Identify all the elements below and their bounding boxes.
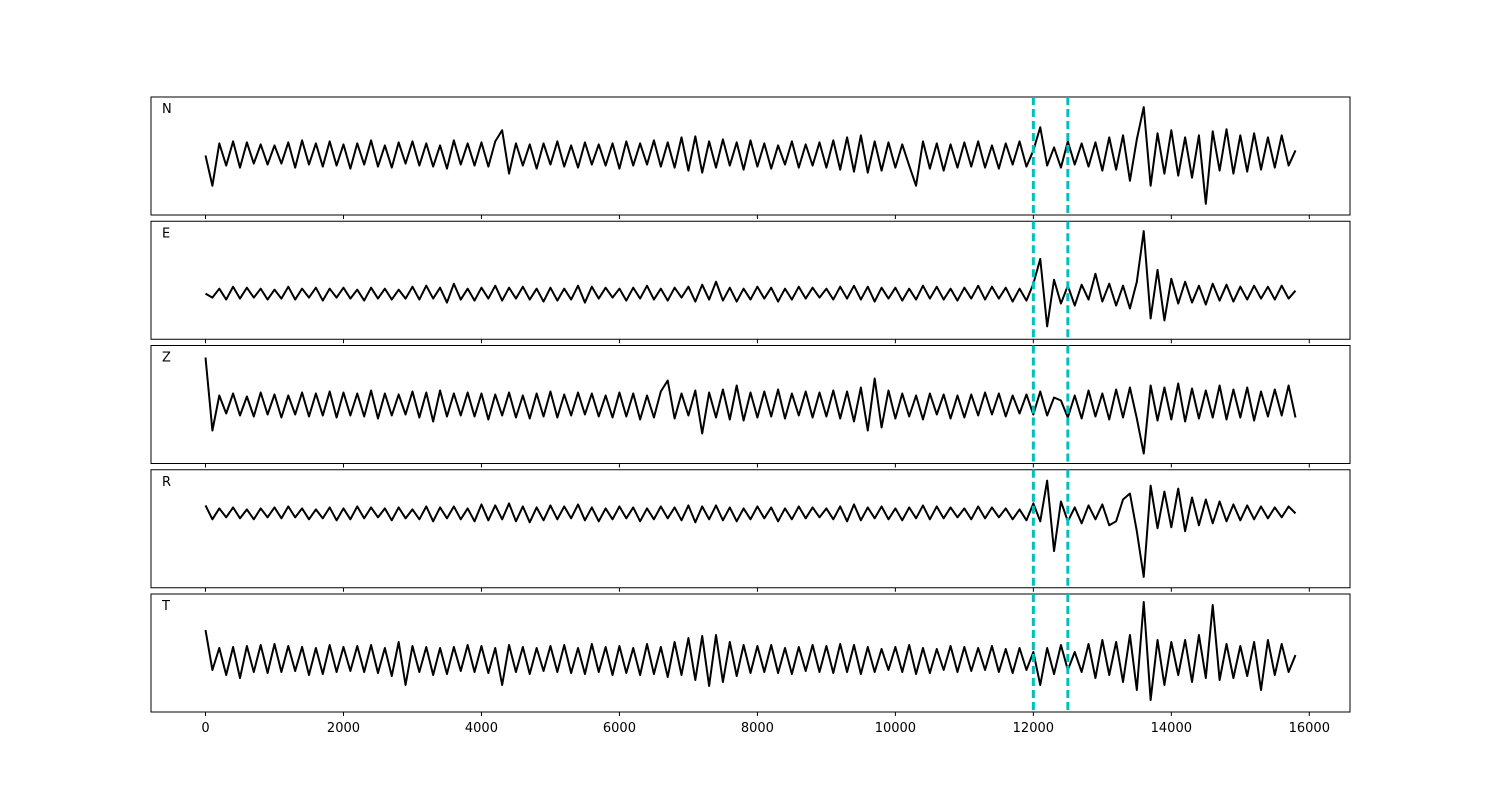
x-tick-label: 14000 — [1151, 721, 1192, 736]
panel-frame — [150, 593, 1351, 713]
x-tick-label: 6000 — [603, 721, 636, 736]
x-tick-label: 12000 — [1013, 721, 1054, 736]
x-tick-label: 4000 — [465, 721, 498, 736]
x-tick-label: 8000 — [741, 721, 774, 736]
panel-label: T — [161, 599, 170, 614]
trace — [204, 601, 1297, 701]
trace — [205, 230, 1297, 328]
x-tick-label: 16000 — [1289, 721, 1330, 736]
x-tick-label: 10000 — [875, 721, 916, 736]
trace — [204, 357, 1297, 455]
trace — [204, 106, 1297, 205]
panel-label: R — [162, 475, 171, 490]
panel-frame — [150, 96, 1351, 216]
x-tick-label: 2000 — [327, 721, 360, 736]
panel-label: Z — [162, 351, 171, 366]
x-tick-label: 0 — [201, 721, 209, 736]
panel-label: E — [162, 226, 170, 241]
panel-label: N — [162, 102, 172, 117]
panel-frame — [150, 469, 1351, 589]
panel-frame — [150, 220, 1351, 340]
trace — [204, 479, 1297, 578]
panel-frame — [150, 345, 1351, 464]
